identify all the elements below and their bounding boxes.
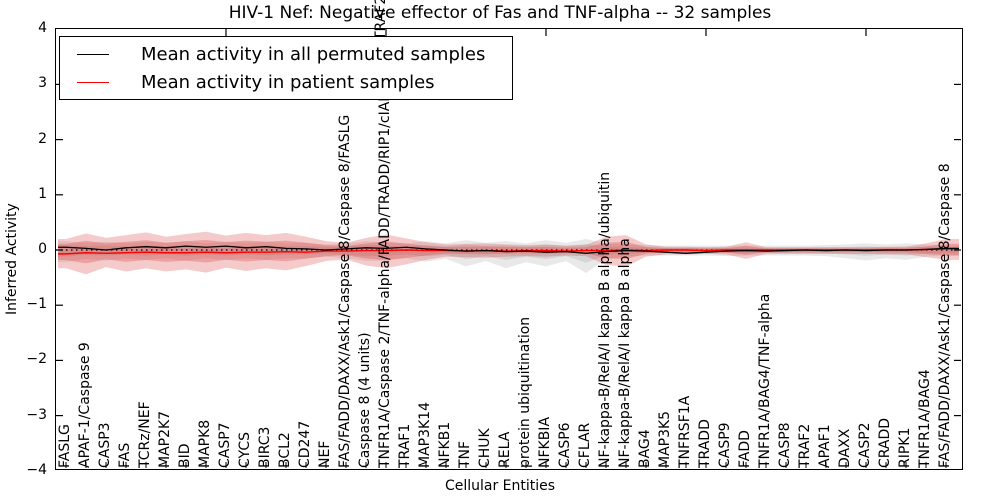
- x-tick-label: DAXX: [837, 428, 853, 468]
- x-tick-label: CHUK: [477, 428, 493, 468]
- x-tick-label: APAF-1/Caspase 9: [77, 342, 93, 468]
- legend-label: Mean activity in patient samples: [141, 71, 435, 93]
- x-tick-label: FASLG: [57, 424, 73, 468]
- x-tick-label: RELA: [497, 431, 513, 468]
- x-tick-label: CFLAR: [577, 422, 593, 468]
- y-tick-label: 1: [38, 185, 47, 202]
- x-tick-label: CASP3: [97, 422, 113, 468]
- plot-area: [55, 28, 963, 470]
- x-tick-label: TNFR1A/Caspase 2/TNF-alpha/FADD/TRADD/RI…: [377, 93, 393, 468]
- x-tick-label: BIRC3: [257, 426, 273, 468]
- x-tick-label: FAS/FADD/DAXX/Ask1/Caspase 8/Caspase 8: [937, 163, 953, 468]
- x-tick-label: RIPK1: [897, 427, 913, 468]
- x-tick-label: protein ubiquitination: [517, 316, 533, 468]
- legend-entry-patient: Mean activity in patient samples: [60, 68, 512, 96]
- y-tick-label: −4: [26, 461, 47, 478]
- legend-label: Mean activity in all permuted samples: [141, 43, 486, 65]
- x-tick-label: TRAF2: [797, 423, 813, 468]
- legend-line-red: [77, 81, 109, 83]
- x-tick-label: TRAF1: [397, 423, 413, 468]
- x-tick-label: CASP8: [777, 422, 793, 468]
- y-tick-label: 4: [38, 20, 47, 37]
- x-tick-label: TNF: [457, 440, 473, 468]
- x-tick-label: BID: [177, 443, 193, 468]
- patient-band-outer: [58, 231, 959, 275]
- x-axis-label: Cellular Entities: [444, 478, 556, 494]
- x-tick-label: APAF1: [817, 424, 833, 468]
- legend-line-black: [77, 53, 109, 55]
- x-tick-label: TRADD: [697, 419, 713, 468]
- x-tick-label: CYCS: [237, 432, 253, 468]
- x-tick-label: TNFR1A/BAG4: [917, 369, 933, 468]
- x-tick-label: BAG4: [637, 429, 653, 468]
- x-tick-label: Caspase 8 (4 units): [357, 332, 373, 468]
- x-tick-label: NF-kappa-B/RelA/I kappa B alpha: [617, 238, 633, 468]
- permuted-mean-line: [58, 245, 959, 254]
- x-tick-label: CD247: [297, 420, 313, 468]
- x-tick-label: FADD: [737, 430, 753, 468]
- y-tick-label: 3: [38, 75, 47, 92]
- x-tick-label: CASP6: [557, 422, 573, 468]
- x-tick-label: CASP7: [217, 422, 233, 468]
- x-tick-label: MAP3K14: [417, 401, 433, 468]
- legend: Mean activity in all permuted samples Me…: [59, 36, 513, 100]
- x-tick-label: NF-kappa-B/RelA/I kappa B alpha/ubiquiti…: [597, 171, 613, 468]
- overflow-entity-label: TRAF2: [373, 0, 389, 40]
- x-tick-label: TNFR1A/BAG4/TNF-alpha: [757, 293, 773, 468]
- x-tick-label: FAS: [117, 442, 133, 468]
- legend-entry-permuted: Mean activity in all permuted samples: [60, 40, 512, 68]
- x-tick-label: CRADD: [877, 417, 893, 468]
- chart-canvas: [56, 29, 961, 468]
- y-tick-label: −3: [26, 406, 47, 423]
- y-tick-label: −1: [26, 296, 47, 313]
- x-tick-label: NFKBIA: [537, 416, 553, 468]
- x-tick-label: TNFRSF1A: [677, 395, 693, 468]
- y-tick-label: 0: [38, 241, 47, 257]
- x-tick-label: TCRz/NEF: [137, 401, 153, 468]
- x-tick-label: CASP9: [717, 422, 733, 468]
- x-tick-label: NFKB1: [437, 421, 453, 468]
- x-tick-label: BCL2: [277, 432, 293, 468]
- y-tick-label: 2: [38, 130, 47, 147]
- x-tick-label: CASP2: [857, 422, 873, 468]
- x-tick-label: MAP3K5: [657, 410, 673, 468]
- chart-title: HIV-1 Nef: Negative effector of Fas and …: [228, 3, 772, 23]
- x-tick-label: MAPK8: [197, 419, 213, 468]
- y-tick-label: −2: [26, 351, 47, 368]
- x-tick-label: NEF: [317, 440, 333, 468]
- x-tick-label: FAS/FADD/DAXX/Ask1/Caspase 8/Caspase 8/F…: [337, 114, 353, 468]
- x-tick-label: MAP2K7: [157, 410, 173, 468]
